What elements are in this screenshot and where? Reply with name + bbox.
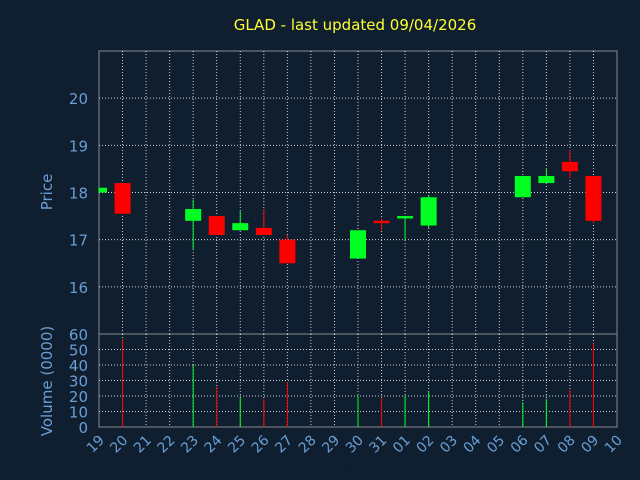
candle-body [538,175,555,184]
candle-body [373,220,390,224]
price-tick-label: 19 [69,137,88,155]
candle-body [279,239,296,264]
volume-axis-label: Volume (0000) [38,326,56,436]
volume-tick-label: 30 [69,373,88,391]
candle-body [397,216,414,219]
price-axis-label: Price [38,174,56,211]
candle-body [208,216,225,235]
price-tick-label: 18 [69,185,88,203]
candle-body [99,187,107,193]
x-axis-ticks: 19 20 21 22 23 24 25 26 27 28 29 30 31 01 02 03 04 05 06 07… [84,432,626,456]
volume-tick-label: 10 [69,404,88,422]
candle-body [232,223,249,231]
price-tick-label: 16 [69,279,88,297]
chart-title: GLAD - last updated 09/04/2026 [234,16,477,34]
candle-body [255,227,272,235]
price-panel: 16 17 18 19 20 [69,50,618,335]
candle-body [420,197,437,226]
candle-body [114,183,131,214]
volume-tick-label: 0 [78,419,88,437]
x-axis-label: Day [332,457,362,475]
candle-body [185,209,202,221]
volume-tick-label: 40 [69,357,88,375]
price-tick-label: 20 [69,90,88,108]
candle-body [585,175,602,221]
price-tick-label: 17 [69,232,88,250]
volume-tick-label: 60 [69,326,88,344]
candle-body [514,175,531,198]
candle-body [350,230,366,259]
candle-body [561,161,578,172]
volume-tick-label: 20 [69,388,88,406]
volume-tick-label: 50 [69,342,88,360]
